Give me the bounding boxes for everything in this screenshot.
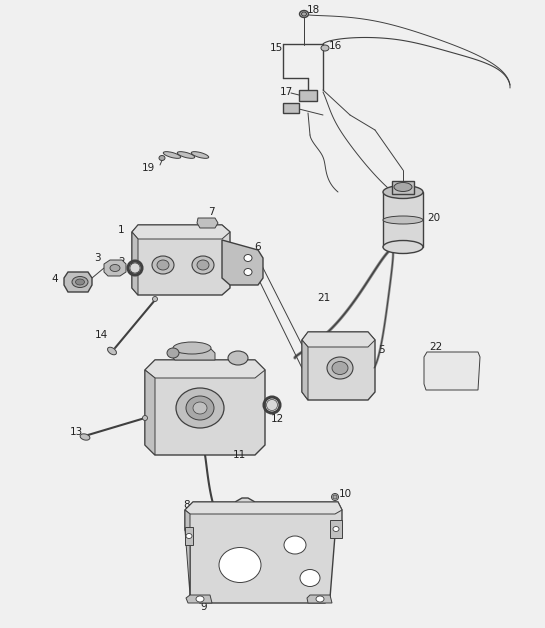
Text: 3: 3 [94, 253, 101, 263]
Ellipse shape [130, 263, 140, 273]
Polygon shape [302, 340, 308, 400]
Ellipse shape [394, 183, 412, 192]
Polygon shape [185, 527, 193, 545]
Text: 15: 15 [270, 43, 283, 53]
Ellipse shape [167, 348, 179, 358]
Text: 22: 22 [429, 342, 442, 352]
Ellipse shape [267, 399, 277, 411]
Polygon shape [185, 510, 190, 595]
Ellipse shape [284, 536, 306, 554]
Ellipse shape [383, 185, 423, 198]
Text: 4: 4 [51, 274, 58, 284]
Polygon shape [185, 498, 342, 603]
Ellipse shape [157, 260, 169, 270]
Polygon shape [383, 192, 423, 247]
Polygon shape [392, 181, 414, 194]
Ellipse shape [383, 241, 423, 254]
Polygon shape [186, 595, 212, 603]
Text: 19: 19 [142, 163, 155, 173]
Ellipse shape [301, 12, 306, 16]
Ellipse shape [327, 357, 353, 379]
Text: 11: 11 [233, 450, 246, 460]
Ellipse shape [173, 342, 211, 354]
Polygon shape [302, 332, 375, 400]
Ellipse shape [316, 596, 324, 602]
Polygon shape [145, 360, 265, 378]
Polygon shape [64, 272, 92, 292]
Polygon shape [283, 103, 299, 113]
Polygon shape [302, 332, 375, 347]
Ellipse shape [192, 256, 214, 274]
Ellipse shape [142, 416, 148, 421]
Polygon shape [424, 352, 480, 390]
Text: 13: 13 [70, 427, 83, 437]
Ellipse shape [333, 526, 339, 531]
Ellipse shape [219, 548, 261, 583]
Text: 5: 5 [378, 345, 385, 355]
Polygon shape [330, 520, 342, 538]
Text: 17: 17 [280, 87, 293, 97]
Polygon shape [132, 232, 138, 295]
Text: 16: 16 [329, 41, 342, 51]
Ellipse shape [193, 402, 207, 414]
Ellipse shape [80, 434, 90, 440]
Ellipse shape [191, 151, 209, 158]
Ellipse shape [331, 494, 338, 501]
Text: 10: 10 [339, 489, 352, 499]
Text: 20: 20 [427, 213, 440, 223]
Ellipse shape [300, 11, 308, 18]
Ellipse shape [152, 256, 174, 274]
Ellipse shape [72, 276, 88, 288]
Text: 18: 18 [307, 5, 320, 15]
Polygon shape [222, 240, 263, 285]
Ellipse shape [110, 264, 120, 271]
Text: 9: 9 [200, 602, 207, 612]
Text: 21: 21 [317, 293, 330, 303]
Ellipse shape [76, 279, 84, 285]
Text: 14: 14 [95, 330, 108, 340]
Ellipse shape [186, 396, 214, 420]
Polygon shape [145, 360, 265, 455]
Polygon shape [145, 370, 155, 455]
Polygon shape [104, 260, 126, 276]
Ellipse shape [196, 596, 204, 602]
Polygon shape [132, 225, 230, 239]
Ellipse shape [176, 388, 224, 428]
Polygon shape [197, 218, 218, 228]
Text: 7: 7 [208, 207, 215, 217]
Ellipse shape [333, 495, 337, 499]
Ellipse shape [300, 570, 320, 587]
Text: 1: 1 [118, 225, 125, 235]
Ellipse shape [107, 347, 117, 355]
Ellipse shape [186, 534, 192, 538]
Text: 12: 12 [271, 414, 284, 424]
Ellipse shape [197, 260, 209, 270]
Ellipse shape [153, 296, 158, 301]
Polygon shape [132, 225, 230, 295]
Polygon shape [170, 348, 215, 360]
Text: 2: 2 [118, 257, 125, 267]
Ellipse shape [383, 216, 423, 224]
Polygon shape [185, 502, 342, 514]
Ellipse shape [244, 269, 252, 276]
Ellipse shape [228, 351, 248, 365]
Text: 6: 6 [254, 242, 261, 252]
Text: 8: 8 [183, 500, 190, 510]
Ellipse shape [244, 254, 252, 261]
Polygon shape [299, 90, 317, 101]
Polygon shape [307, 595, 332, 603]
Ellipse shape [332, 362, 348, 374]
Ellipse shape [164, 151, 181, 158]
Ellipse shape [159, 156, 165, 161]
Ellipse shape [177, 151, 195, 158]
Ellipse shape [321, 45, 329, 51]
